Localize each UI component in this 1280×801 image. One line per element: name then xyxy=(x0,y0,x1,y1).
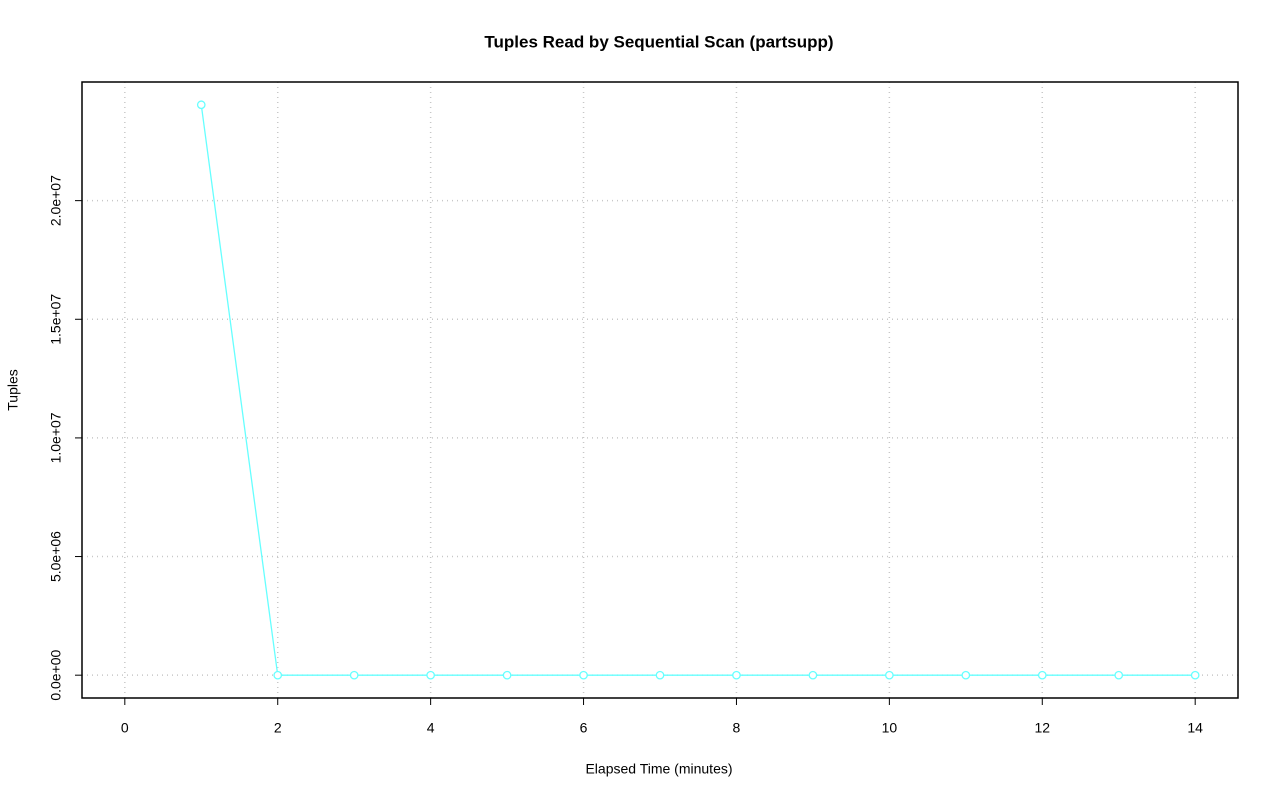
data-point xyxy=(885,670,894,680)
y-axis-label: Tuples xyxy=(5,369,21,411)
data-point xyxy=(808,670,818,680)
data-point xyxy=(961,670,971,680)
x-tick-label: 10 xyxy=(882,720,898,736)
data-point xyxy=(502,670,512,680)
data-point xyxy=(1190,670,1200,680)
x-tick-label: 2 xyxy=(274,720,282,736)
data-point xyxy=(655,670,665,680)
plot-frame xyxy=(81,81,1239,699)
y-tick-label: 1.0e+07 xyxy=(48,412,64,463)
x-tick-label: 12 xyxy=(1034,720,1050,736)
data-point xyxy=(349,670,359,680)
data-point xyxy=(1037,670,1047,680)
y-tick-label: 2.0e+07 xyxy=(48,175,64,226)
series-line xyxy=(200,104,1196,676)
x-tick-label: 14 xyxy=(1187,720,1203,736)
y-tick-label: 0.0e+00 xyxy=(48,649,64,700)
x-tick-label: 4 xyxy=(427,720,435,736)
data-point xyxy=(273,670,283,680)
data-point xyxy=(426,670,435,680)
data-point xyxy=(732,670,741,680)
x-tick-label: 0 xyxy=(121,720,129,736)
x-tick-label: 8 xyxy=(733,720,741,736)
chart-title: Tuples Read by Sequential Scan (partsupp… xyxy=(484,32,833,51)
y-tick-label: 5.0e+06 xyxy=(48,531,64,582)
x-tick-label: 6 xyxy=(580,720,588,736)
data-point xyxy=(579,670,588,680)
data-point xyxy=(1114,670,1124,680)
data-point xyxy=(196,100,206,110)
x-axis-label: Elapsed Time (minutes) xyxy=(585,761,732,777)
y-tick-label: 1.5e+07 xyxy=(48,294,64,345)
